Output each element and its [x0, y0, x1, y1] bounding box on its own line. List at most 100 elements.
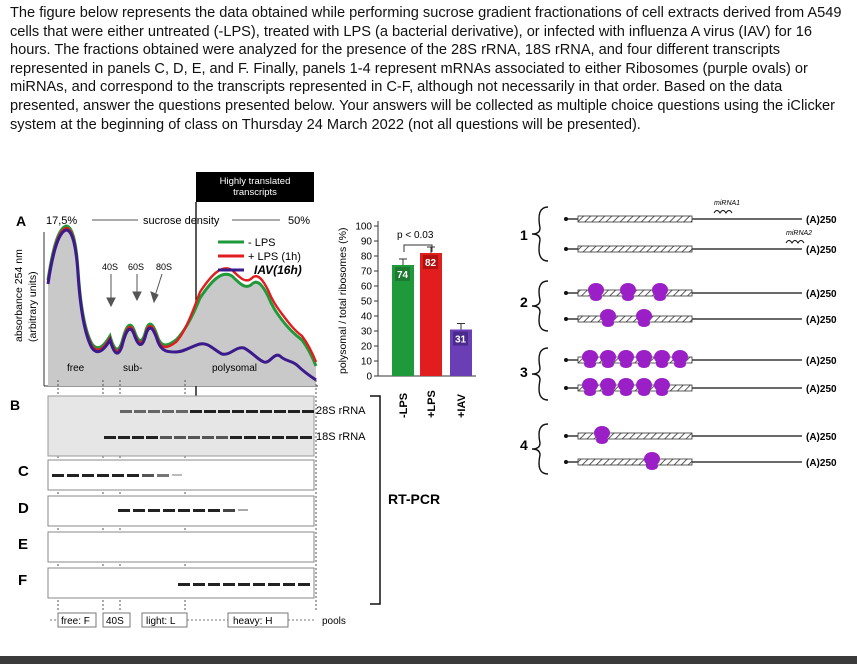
ribosome — [636, 378, 652, 392]
mrna-coding-region — [577, 356, 693, 364]
gel-band-28s — [260, 410, 272, 413]
pool-free: free: F — [61, 616, 90, 627]
rtpcr-label: RT-PCR — [388, 491, 440, 507]
mrna-coding-region — [577, 215, 693, 223]
pool-40s-box — [102, 612, 131, 628]
gel-band-18s — [118, 436, 130, 439]
mrna-coding-region — [577, 384, 693, 392]
gel-band-18s — [258, 436, 270, 439]
diagram-number: 4 — [520, 437, 528, 453]
ribosome — [600, 350, 616, 364]
bar-ylabel: polysomal / total ribosomes (%) — [337, 228, 349, 374]
bar-ytick-label: 50 — [361, 297, 373, 308]
pools-label: pools — [322, 616, 346, 627]
gel-band-28s — [148, 410, 160, 413]
bar-category-label: -LPS — [398, 393, 410, 418]
ribosome-small — [638, 388, 650, 396]
bar-value-label: 74 — [397, 270, 409, 281]
density-right-label: 50% — [288, 215, 310, 227]
bottom-bar — [0, 656, 857, 664]
panel-f-bands — [178, 583, 310, 586]
panel-d-bands — [118, 509, 248, 512]
gel-band-18s — [244, 436, 256, 439]
polya-tail: (A)250 — [806, 458, 837, 469]
bar-0 — [392, 265, 414, 376]
ribosome-small — [622, 293, 634, 301]
polya-tail: (A)250 — [806, 289, 837, 300]
ribosome-small — [620, 360, 632, 368]
bar-value-box — [453, 331, 468, 346]
bar-ytick-label: 0 — [366, 372, 372, 383]
ribosome — [618, 350, 634, 364]
peak-80s: 80S — [156, 262, 172, 272]
pools-row: free: F 40S light: L heavy: H pools — [50, 612, 346, 628]
ribosome-small — [590, 293, 602, 301]
ribosome-small — [584, 360, 596, 368]
bar-value-label: 31 — [455, 335, 467, 346]
panel-e-box — [47, 531, 315, 563]
ribosome-small — [596, 436, 608, 444]
panel-f-letter: F — [18, 572, 27, 589]
panel-d-letter: D — [18, 500, 29, 517]
ribosome — [654, 350, 670, 364]
gel-band-18s — [188, 436, 200, 439]
ribosome — [636, 309, 652, 323]
significance-bracket — [403, 244, 433, 252]
profile-shade — [48, 226, 316, 386]
peak-40s: 40S — [102, 262, 118, 272]
gel-image — [47, 395, 315, 457]
gel-band-18s — [160, 436, 172, 439]
gel-band-18s — [272, 436, 284, 439]
ribosome-small — [656, 388, 668, 396]
mrna-coding-region — [577, 245, 693, 253]
polya-tail: (A)250 — [806, 356, 837, 367]
gel-band-28s — [162, 410, 174, 413]
panel-c-letter: C — [18, 463, 29, 480]
polya-tail: (A)250 — [806, 245, 837, 256]
gel-band-18s — [300, 436, 312, 439]
ribosome-small — [656, 360, 668, 368]
legend-minus-lps: - LPS — [248, 237, 276, 249]
diagram-number: 2 — [520, 294, 528, 310]
mirna-glyph — [713, 210, 733, 214]
legend: - LPS + LPS (1h) IAV(16h) — [218, 237, 302, 277]
gel-band-18s — [146, 436, 158, 439]
ribosome — [594, 426, 610, 440]
ribosome-small — [646, 462, 658, 470]
gel-band-28s — [288, 410, 300, 413]
ribosome — [672, 350, 688, 364]
mrna-coding-region — [577, 458, 693, 466]
gel-band-28s — [204, 410, 216, 413]
gel-band-28s — [176, 410, 188, 413]
ribosome — [618, 378, 634, 392]
ribosome — [620, 283, 636, 297]
bar-category-label: +LPS — [426, 390, 438, 418]
ribosome — [582, 350, 598, 364]
mrna-coding-region — [577, 315, 693, 323]
panel-a-letter: A — [16, 213, 26, 229]
mrna-coding-region — [577, 432, 693, 440]
ribosome — [652, 283, 668, 297]
bar-ytick-label: 40 — [361, 312, 373, 323]
ribosome-small — [602, 319, 614, 327]
profile-line-iav — [46, 228, 317, 382]
polya-tail: (A)250 — [806, 215, 837, 226]
gel-band-18s — [230, 436, 242, 439]
ribosome — [588, 283, 604, 297]
bar-ytick-label: 30 — [361, 327, 373, 338]
panel-c-box — [47, 459, 315, 491]
band-28s: 28S rRNA — [316, 405, 366, 417]
ribosome-small — [602, 360, 614, 368]
panel-b-letter: B — [10, 397, 20, 413]
polya-tail: (A)250 — [806, 384, 837, 395]
absorbance-ylabel: absorbance 254 nm — [13, 249, 25, 342]
ribosome-small — [654, 293, 666, 301]
diagram-brace — [531, 423, 549, 475]
pool-heavy: heavy: H — [233, 616, 272, 627]
diagram-brace — [531, 347, 549, 401]
ribosome-small — [602, 388, 614, 396]
mirna-label: miRNA1 — [714, 200, 740, 207]
mrna-diagrams: 1 miRNA1 (A)250 miRNA2 (A)250 2 (A)250 (A)250 3 (… — [520, 200, 837, 475]
